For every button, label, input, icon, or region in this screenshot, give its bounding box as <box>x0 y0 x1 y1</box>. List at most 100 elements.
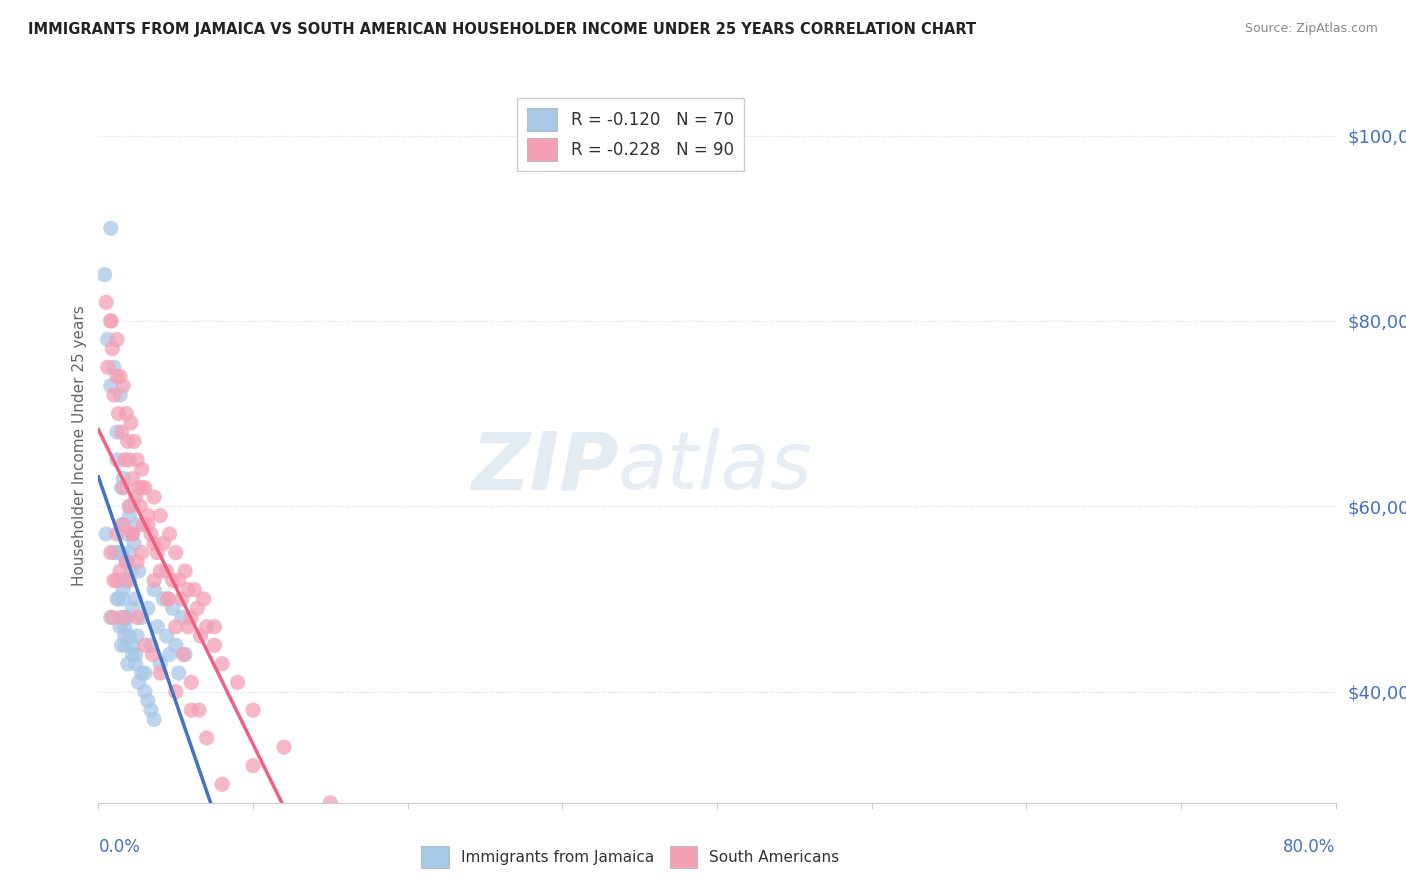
Point <box>121 527 143 541</box>
Point <box>100 314 122 328</box>
Point <box>127 555 149 569</box>
Point <box>157 591 180 606</box>
Point <box>159 648 181 662</box>
Point <box>131 462 153 476</box>
Point <box>100 610 122 624</box>
Point <box>127 517 149 532</box>
Point <box>114 453 136 467</box>
Point <box>108 545 131 559</box>
Point <box>132 517 155 532</box>
Point <box>100 378 122 392</box>
Point <box>100 545 122 559</box>
Point <box>143 490 166 504</box>
Point <box>118 500 141 514</box>
Point <box>204 638 226 652</box>
Point <box>111 517 132 532</box>
Point <box>100 221 122 235</box>
Point <box>121 648 143 662</box>
Point <box>204 620 226 634</box>
Point <box>97 360 120 375</box>
Point <box>186 601 208 615</box>
Point <box>105 591 128 606</box>
Point <box>165 684 187 698</box>
Point <box>152 536 174 550</box>
Point <box>131 545 153 559</box>
Point <box>174 648 197 662</box>
Point <box>112 582 135 597</box>
Point <box>112 591 135 606</box>
Point <box>134 481 156 495</box>
Point <box>134 638 156 652</box>
Point <box>101 610 124 624</box>
Point <box>122 434 145 449</box>
Point <box>155 629 177 643</box>
Point <box>118 500 141 514</box>
Point <box>180 675 202 690</box>
Point <box>136 508 159 523</box>
Point <box>190 629 212 643</box>
Point <box>121 601 143 615</box>
Point <box>143 582 166 597</box>
Point <box>111 481 132 495</box>
Point <box>127 610 149 624</box>
Point <box>112 610 135 624</box>
Point <box>120 564 142 578</box>
Point <box>127 629 149 643</box>
Text: 0.0%: 0.0% <box>98 838 141 856</box>
Point <box>111 638 132 652</box>
Point <box>242 758 264 772</box>
Point <box>96 527 118 541</box>
Point <box>111 545 132 559</box>
Point <box>183 582 205 597</box>
Point <box>170 610 193 624</box>
Text: ZIP: ZIP <box>471 428 619 507</box>
Point <box>96 295 118 310</box>
Point <box>319 796 342 810</box>
Point <box>105 527 128 541</box>
Point <box>155 564 177 578</box>
Point <box>108 388 131 402</box>
Point <box>139 527 162 541</box>
Point <box>107 591 129 606</box>
Point <box>172 648 194 662</box>
Text: IMMIGRANTS FROM JAMAICA VS SOUTH AMERICAN HOUSEHOLDER INCOME UNDER 25 YEARS CORR: IMMIGRANTS FROM JAMAICA VS SOUTH AMERICA… <box>28 22 976 37</box>
Point <box>121 638 143 652</box>
Legend: Immigrants from Jamaica, South Americans: Immigrants from Jamaica, South Americans <box>415 839 845 873</box>
Point <box>111 425 132 439</box>
Point <box>121 527 143 541</box>
Point <box>108 620 131 634</box>
Text: atlas: atlas <box>619 428 813 507</box>
Point <box>141 648 165 662</box>
Point <box>120 416 142 430</box>
Point <box>117 657 139 671</box>
Point <box>136 601 159 615</box>
Point <box>195 731 218 745</box>
Point <box>159 527 181 541</box>
Point <box>118 453 141 467</box>
Point <box>162 601 184 615</box>
Point <box>149 508 172 523</box>
Point <box>124 490 146 504</box>
Point <box>103 545 125 559</box>
Point <box>180 703 202 717</box>
Point <box>131 610 153 624</box>
Point <box>105 369 128 384</box>
Point <box>167 574 190 588</box>
Point <box>146 545 169 559</box>
Point <box>115 555 138 569</box>
Point <box>97 333 120 347</box>
Point <box>193 591 215 606</box>
Point <box>177 582 200 597</box>
Point <box>139 638 162 652</box>
Point <box>114 629 136 643</box>
Point <box>112 378 135 392</box>
Point <box>128 481 150 495</box>
Point <box>134 684 156 698</box>
Point <box>105 574 128 588</box>
Point <box>131 481 153 495</box>
Point <box>242 703 264 717</box>
Point <box>103 360 125 375</box>
Point <box>165 620 187 634</box>
Point <box>149 564 172 578</box>
Point <box>117 527 139 541</box>
